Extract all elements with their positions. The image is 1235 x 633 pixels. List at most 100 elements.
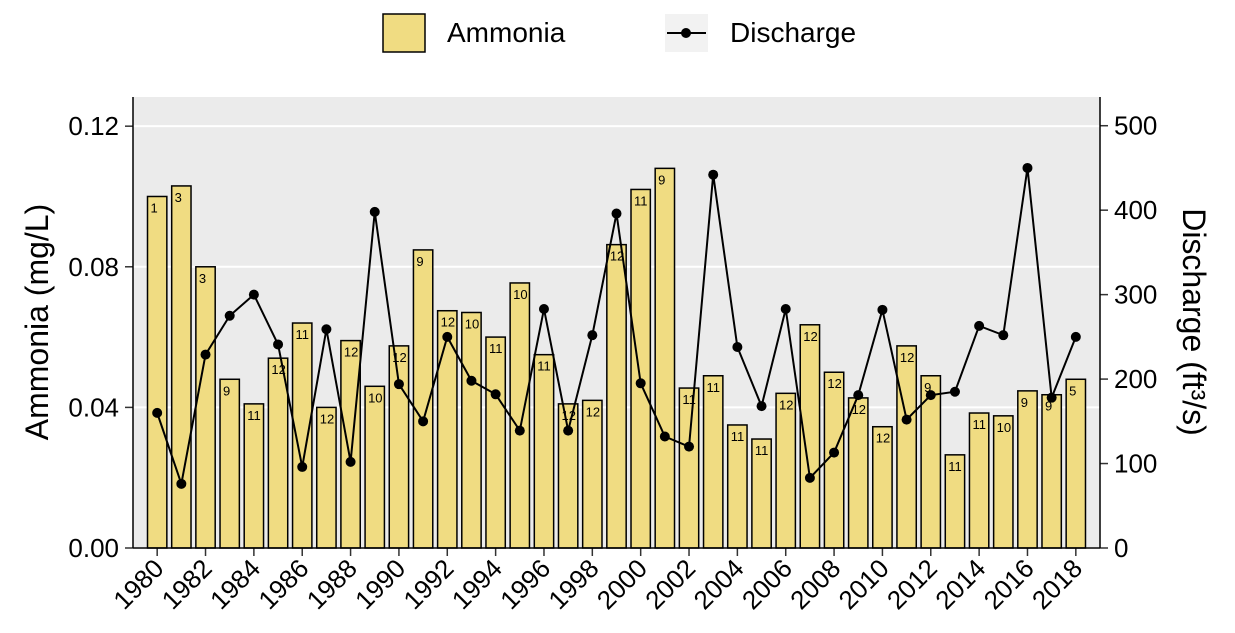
point: [345, 456, 356, 467]
x-tick-label: 2018: [1026, 553, 1088, 615]
y2-tick-label: 400: [1114, 195, 1157, 225]
point: [853, 390, 864, 401]
bar: [678, 387, 700, 549]
bar-label: 12: [441, 315, 455, 330]
y-tick-label: 0.12: [68, 111, 119, 141]
legend-label: Discharge: [730, 17, 856, 48]
bar-label: 11: [296, 327, 310, 342]
bar: [485, 336, 507, 549]
point: [297, 461, 308, 472]
point: [829, 447, 840, 458]
point: [925, 390, 936, 401]
bar: [170, 185, 192, 549]
point: [224, 310, 235, 321]
point: [732, 341, 743, 352]
legend-label: Ammonia: [447, 17, 566, 48]
bar: [606, 243, 627, 549]
bar-label: 12: [344, 345, 358, 360]
bar-label: 11: [707, 380, 721, 395]
x-tick-label: 1994: [446, 553, 508, 615]
y2-tick-label: 300: [1114, 280, 1157, 310]
bar-label: 11: [634, 193, 648, 208]
point: [538, 303, 549, 314]
bar: [847, 397, 869, 549]
bar: [630, 188, 652, 549]
x-tick-label: 1998: [542, 553, 604, 615]
bar: [461, 311, 482, 549]
x-tick-label: 2004: [688, 553, 750, 615]
point: [248, 289, 259, 300]
bar-label: 9: [658, 172, 665, 187]
bar: [509, 282, 531, 549]
point: [756, 401, 767, 412]
point: [273, 339, 284, 350]
x-tick-label: 2010: [833, 553, 895, 615]
bar: [581, 399, 603, 549]
y2-tick-label: 0: [1114, 533, 1128, 563]
point: [949, 386, 960, 397]
point: [393, 379, 404, 390]
point: [466, 375, 477, 386]
point: [418, 416, 429, 427]
x-tick-label: 1990: [349, 553, 411, 615]
bar: [388, 345, 410, 549]
point: [659, 431, 670, 442]
x-tick-label: 2014: [929, 553, 991, 615]
bar: [340, 339, 361, 549]
bar-label: 5: [1069, 383, 1076, 398]
x-tick-label: 2008: [784, 553, 846, 615]
point: [587, 330, 598, 341]
bar-label: 10: [997, 420, 1011, 435]
point: [1070, 331, 1081, 342]
y2-axis-title: Discharge (ft³/s): [1176, 208, 1212, 436]
bar-label: 10: [465, 316, 479, 331]
bar: [1041, 393, 1063, 549]
point: [321, 324, 332, 335]
y2-tick-label: 200: [1114, 364, 1157, 394]
bar-label: 12: [610, 249, 624, 264]
y-tick-label: 0.00: [68, 533, 119, 563]
bar: [195, 266, 216, 549]
y-axis-title: Ammonia (mg/L): [19, 204, 55, 441]
bar-label: 11: [489, 341, 503, 356]
point: [684, 441, 695, 452]
point: [176, 478, 187, 489]
bar: [364, 385, 386, 549]
bar-label: 11: [247, 408, 261, 423]
x-tick-label: 1988: [301, 553, 363, 615]
x-tick-label: 2012: [881, 553, 943, 615]
bar-label: 12: [876, 431, 890, 446]
bar: [146, 195, 168, 549]
y2-tick-label: 500: [1114, 111, 1157, 141]
bar-label: 3: [199, 271, 206, 286]
bar-label: 11: [972, 417, 986, 432]
point: [490, 389, 501, 400]
x-tick-label: 2016: [978, 553, 1040, 615]
bar: [267, 357, 289, 549]
bar: [896, 345, 918, 549]
point: [998, 330, 1009, 341]
bar-label: 11: [731, 429, 745, 444]
point: [1022, 162, 1033, 173]
y-tick-label: 0.04: [68, 392, 119, 422]
x-tick-label: 1982: [156, 553, 218, 615]
bar-label: 1: [151, 200, 158, 215]
y-tick-label: 0.08: [68, 252, 119, 282]
point: [152, 407, 163, 418]
bar-label: 12: [852, 402, 866, 417]
bar-label: 12: [827, 376, 841, 391]
point: [804, 472, 815, 483]
x-tick-label: 1992: [397, 553, 459, 615]
legend-key-bar: [382, 13, 426, 53]
bar-label: 9: [1045, 399, 1052, 414]
bar-label: 12: [586, 404, 600, 419]
bar-label: 12: [779, 397, 793, 412]
legend-key-dot: [681, 28, 691, 38]
point: [974, 320, 985, 331]
x-tick-label: 2000: [591, 553, 653, 615]
bar: [243, 403, 265, 549]
x-tick-label: 2002: [639, 553, 701, 615]
bar: [1017, 390, 1038, 549]
